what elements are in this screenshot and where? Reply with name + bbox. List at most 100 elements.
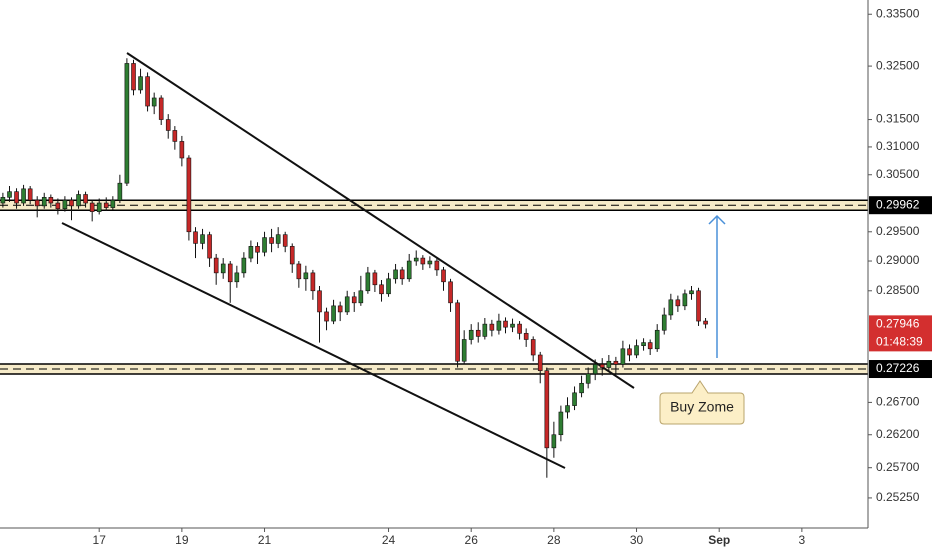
candle-body xyxy=(455,302,460,362)
candle-body xyxy=(448,281,453,304)
last-price-box xyxy=(869,315,932,352)
candle-body xyxy=(399,269,405,280)
candle-body xyxy=(41,197,47,207)
candle-body xyxy=(544,370,550,449)
candle-body xyxy=(661,314,667,331)
candle-body xyxy=(365,272,371,292)
y-tick-label: 0.31000 xyxy=(876,139,920,153)
candle-body xyxy=(572,392,577,406)
candle-body xyxy=(131,63,136,91)
candle-body xyxy=(76,194,81,207)
candle-body xyxy=(110,199,116,208)
candle-body xyxy=(379,284,384,295)
candle-body xyxy=(406,260,412,280)
candle-body xyxy=(262,237,267,253)
x-tick-label: 21 xyxy=(258,533,272,547)
candle-body xyxy=(393,269,398,280)
candle-body xyxy=(103,202,109,208)
y-tick-label: 0.25250 xyxy=(876,490,920,504)
y-tick-label: 0.31500 xyxy=(876,112,920,126)
candle-body xyxy=(310,272,316,292)
candle-body xyxy=(647,342,653,350)
y-tick-label: 0.26700 xyxy=(876,395,920,409)
candle-body xyxy=(510,323,515,328)
candle-body xyxy=(186,157,192,233)
candle-body xyxy=(482,323,488,337)
candle-body xyxy=(703,320,708,325)
candle-body xyxy=(227,263,233,283)
candle-body xyxy=(83,194,88,204)
candle-body xyxy=(331,305,336,322)
callout: Buy Zome xyxy=(659,380,745,425)
candle-body xyxy=(14,191,19,204)
candle-body xyxy=(634,345,639,356)
candle-body xyxy=(255,246,260,253)
y-tick-label: 0.25700 xyxy=(876,460,920,474)
zones xyxy=(0,199,868,375)
candle-body xyxy=(289,246,295,265)
x-tick-label: 30 xyxy=(630,533,644,547)
candle-body xyxy=(21,188,26,204)
candle-body xyxy=(551,434,557,449)
candle-body xyxy=(269,237,274,244)
candle-body xyxy=(503,320,508,328)
candle-body xyxy=(296,263,302,280)
y-tick-label: 0.28500 xyxy=(876,283,920,297)
candle-body xyxy=(358,290,364,304)
arrow-head xyxy=(708,214,726,225)
candle-body xyxy=(489,323,495,331)
candle-body xyxy=(89,202,95,212)
candle-body xyxy=(613,360,619,365)
candle-body xyxy=(668,299,674,316)
candle-body xyxy=(475,329,481,337)
candle-body xyxy=(172,130,178,142)
last-price-label: 0.27946 xyxy=(876,317,920,331)
target-arrow xyxy=(708,214,726,358)
countdown-label: 01:48:39 xyxy=(876,335,923,349)
candle-body xyxy=(248,246,254,259)
candle-body xyxy=(386,278,391,295)
x-tick-label: 28 xyxy=(547,533,561,547)
candle-body xyxy=(689,290,694,295)
candle-body xyxy=(654,329,660,350)
axes: 0.33500 0.32500 0.31500 0.31000 0.30500 0.295… xyxy=(93,6,932,547)
candle-body xyxy=(696,290,701,322)
y-tick-label: 0.26200 xyxy=(876,427,920,441)
candle-body xyxy=(303,272,309,280)
callout-text: Buy Zome xyxy=(670,399,734,415)
level-price-box xyxy=(869,360,932,379)
candle-body xyxy=(627,348,632,356)
candle-body xyxy=(565,405,570,413)
candle-body xyxy=(413,257,419,262)
x-tick-label: 3 xyxy=(799,533,806,547)
trend-line xyxy=(61,222,566,469)
candle-body xyxy=(461,339,467,362)
candle-body xyxy=(62,199,68,210)
candle-body xyxy=(220,263,226,274)
candle-body xyxy=(675,299,681,307)
candle-body xyxy=(337,305,343,313)
y-tick-label: 0.32500 xyxy=(876,58,920,72)
candle-body xyxy=(96,202,102,212)
candle-body xyxy=(158,97,164,120)
candle-body xyxy=(207,234,212,259)
candle-body xyxy=(558,411,564,436)
level-price-box xyxy=(869,196,932,215)
callout-box xyxy=(659,380,745,425)
candle-body xyxy=(55,202,61,210)
y-tick-label: 0.29500 xyxy=(876,224,920,238)
candle-body xyxy=(234,272,240,283)
candle-body xyxy=(34,199,40,207)
candle-body xyxy=(441,269,446,283)
candle-body xyxy=(682,293,688,307)
candle-body xyxy=(275,234,281,244)
candle-body xyxy=(324,311,329,322)
candle-body xyxy=(7,191,12,198)
candle-body xyxy=(317,290,322,313)
candle-body xyxy=(420,257,426,265)
candle-body xyxy=(468,329,474,340)
x-tick-label: 19 xyxy=(175,533,189,547)
candle-body xyxy=(124,63,130,184)
x-tick-label: Sep xyxy=(708,533,730,547)
